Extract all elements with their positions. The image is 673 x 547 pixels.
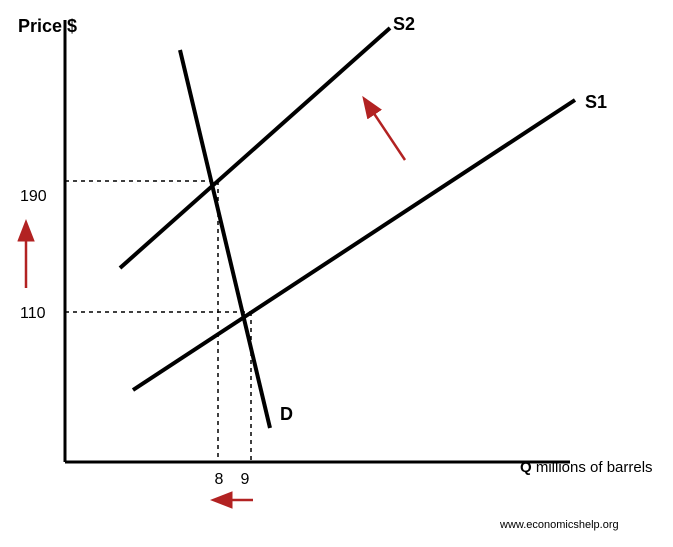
supply-demand-chart: Price $ Q millions of barrels D S1 S2 190 110 8… (0, 0, 673, 547)
qty-label-9: 9 (241, 471, 250, 488)
y-axis-label: Price $ (18, 16, 77, 36)
demand-label: D (280, 404, 293, 424)
supply-curve-1 (133, 100, 575, 390)
demand-curve (180, 50, 270, 428)
supply1-label: S1 (585, 92, 607, 112)
chart-svg: Price $ Q millions of barrels D S1 S2 190 110 8… (0, 0, 673, 547)
qty-label-8: 8 (215, 471, 224, 488)
supply2-label: S2 (393, 14, 415, 34)
supply-curve-2 (120, 28, 390, 268)
supply-shift-arrow (365, 100, 405, 160)
price-label-190: 190 (20, 188, 47, 205)
source-text: www.economicshelp.org (499, 519, 619, 531)
x-axis-label: Q millions of barrels (520, 459, 653, 476)
price-label-110: 110 (20, 305, 46, 322)
